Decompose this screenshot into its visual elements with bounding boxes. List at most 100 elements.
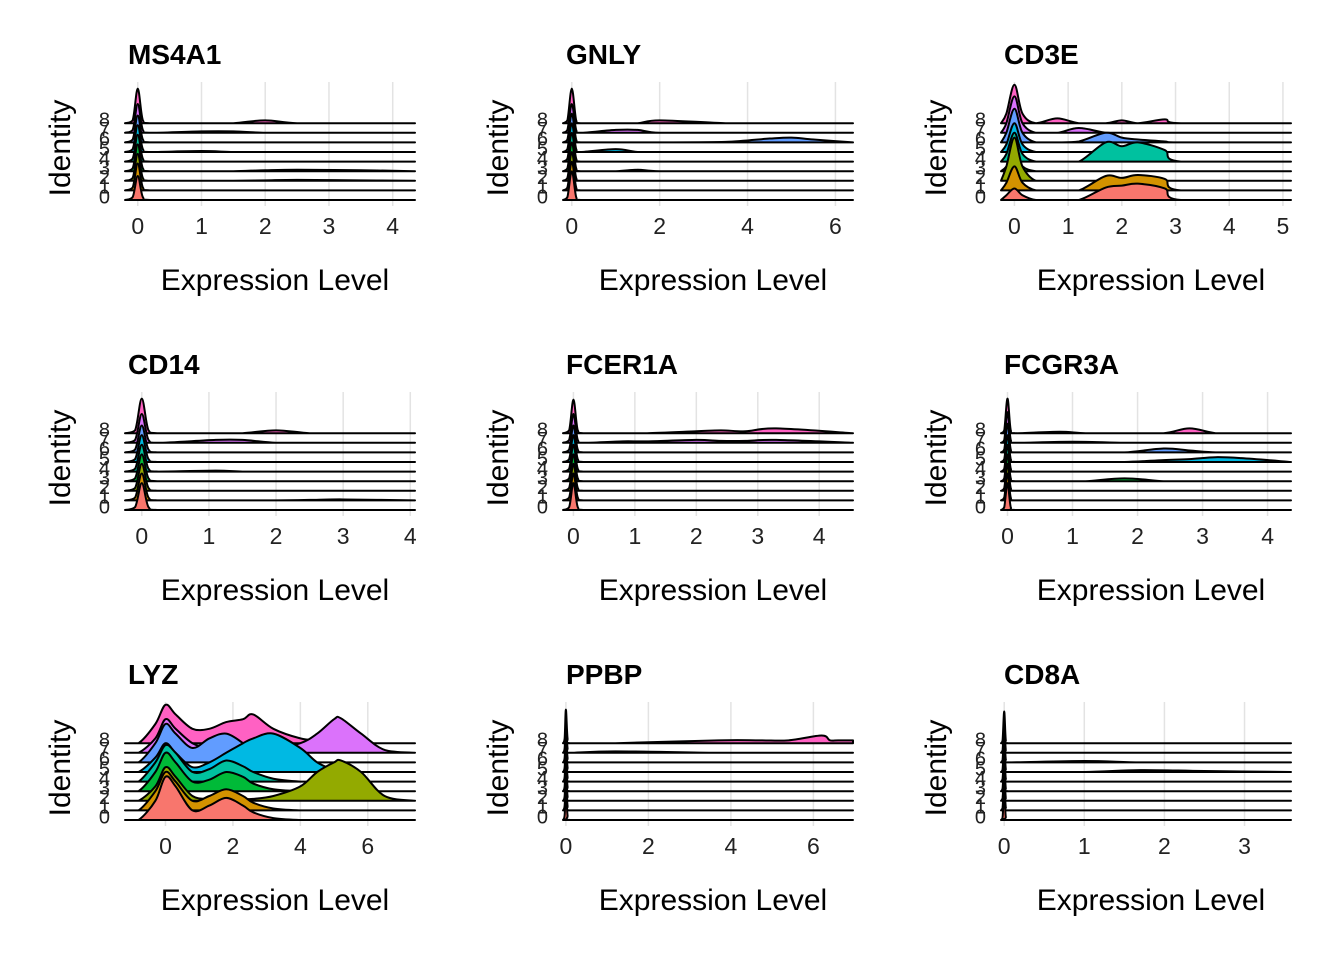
- y-tick-label: 2: [975, 787, 986, 809]
- ridge: [562, 443, 854, 473]
- y-axis-label: Identity: [44, 100, 77, 197]
- x-tick-label: 3: [1196, 523, 1209, 549]
- ridge: [1000, 482, 1292, 511]
- y-tick-label: 3: [99, 467, 110, 489]
- panel-title: PPBP: [566, 659, 642, 690]
- x-tick-label: 0: [998, 833, 1011, 859]
- y-tick-label: 2: [537, 787, 548, 809]
- y-tick-label: 6: [975, 129, 986, 151]
- ridge: [562, 112, 854, 144]
- x-tick-label: 2: [1115, 213, 1128, 239]
- x-axis-label: Expression Level: [1037, 574, 1265, 607]
- ridge: [562, 103, 854, 134]
- ridge: [1000, 734, 1292, 764]
- ridge: [1000, 434, 1292, 463]
- panel-title: CD3E: [1004, 39, 1079, 70]
- y-axis-label: Identity: [920, 100, 953, 197]
- x-tick-label: 1: [628, 523, 641, 549]
- y-tick-label: 8: [99, 109, 110, 131]
- y-tick-label: 2: [537, 477, 548, 499]
- ridge: [124, 443, 416, 473]
- x-axis-label: Expression Level: [599, 264, 827, 297]
- y-tick-label: 0: [975, 496, 986, 518]
- x-tick-label: 2: [227, 833, 240, 859]
- ridge: [562, 398, 854, 435]
- x-tick-label: 4: [404, 523, 417, 549]
- x-tick-label: 4: [741, 213, 754, 239]
- ridge: [562, 742, 854, 773]
- ridge: [562, 482, 854, 511]
- x-tick-label: 1: [1078, 833, 1091, 859]
- panel-title: CD14: [128, 349, 200, 380]
- ridge: [562, 761, 854, 793]
- panel-title: MS4A1: [128, 39, 221, 70]
- ridge: [124, 87, 416, 125]
- ridge: [562, 170, 854, 202]
- ridge: [562, 732, 854, 764]
- ridge: [562, 160, 854, 192]
- panel-title: FCGR3A: [1004, 349, 1119, 380]
- y-tick-label: 8: [537, 729, 548, 751]
- ridge: [1000, 107, 1292, 144]
- y-tick-label: 7: [99, 429, 110, 451]
- x-tick-label: 1: [1066, 523, 1079, 549]
- y-tick-label: 1: [975, 487, 986, 509]
- y-axis-label: Identity: [44, 410, 77, 507]
- y-tick-label: 3: [99, 157, 110, 179]
- panel-title: CD8A: [1004, 659, 1080, 690]
- y-tick-label: 6: [99, 129, 110, 151]
- ridge: [124, 103, 416, 134]
- x-tick-label: 2: [690, 523, 703, 549]
- y-tick-label: 7: [99, 739, 110, 761]
- ridge: [562, 462, 854, 492]
- ridge: [124, 413, 416, 444]
- ridge: [1000, 83, 1292, 125]
- ridge: [124, 124, 416, 154]
- y-tick-label: 8: [537, 109, 548, 131]
- y-tick-label: 4: [537, 768, 548, 790]
- ridge: [562, 723, 854, 754]
- ridge: [124, 453, 416, 483]
- y-tick-label: 6: [99, 749, 110, 771]
- y-tick-label: 8: [975, 419, 986, 441]
- ridge: [124, 424, 416, 454]
- y-tick-label: 8: [975, 109, 986, 131]
- y-tick-label: 5: [537, 448, 548, 470]
- x-tick-label: 3: [1238, 833, 1251, 859]
- x-tick-label: 2: [642, 833, 655, 859]
- y-tick-label: 5: [537, 138, 548, 160]
- y-tick-label: 1: [99, 487, 110, 509]
- x-tick-label: 2: [653, 213, 666, 239]
- ridge: [562, 790, 854, 821]
- x-tick-label: 3: [1169, 213, 1182, 239]
- ridge: [124, 162, 416, 192]
- y-tick-label: 5: [975, 758, 986, 780]
- x-tick-label: 0: [159, 833, 172, 859]
- ridge: [562, 472, 854, 502]
- ridge: [562, 751, 854, 783]
- y-tick-label: 6: [975, 439, 986, 461]
- x-tick-label: 2: [1158, 833, 1171, 859]
- y-tick-label: 3: [537, 467, 548, 489]
- y-tick-label: 6: [537, 749, 548, 771]
- y-tick-label: 0: [99, 496, 110, 518]
- x-tick-label: 1: [1062, 213, 1075, 239]
- ridge: [1000, 95, 1292, 134]
- ridge: [562, 424, 854, 454]
- y-tick-label: 3: [975, 157, 986, 179]
- ridge: [124, 133, 416, 163]
- x-tick-label: 3: [751, 523, 764, 549]
- x-axis-label: Expression Level: [161, 264, 389, 297]
- y-tick-label: 0: [99, 186, 110, 208]
- y-axis-label: Identity: [920, 410, 953, 507]
- y-tick-label: 7: [975, 739, 986, 761]
- ridge: [1000, 411, 1292, 444]
- ridge: [1000, 165, 1292, 192]
- ridge: [124, 397, 416, 435]
- y-tick-label: 2: [537, 167, 548, 189]
- x-tick-label: 4: [386, 213, 399, 239]
